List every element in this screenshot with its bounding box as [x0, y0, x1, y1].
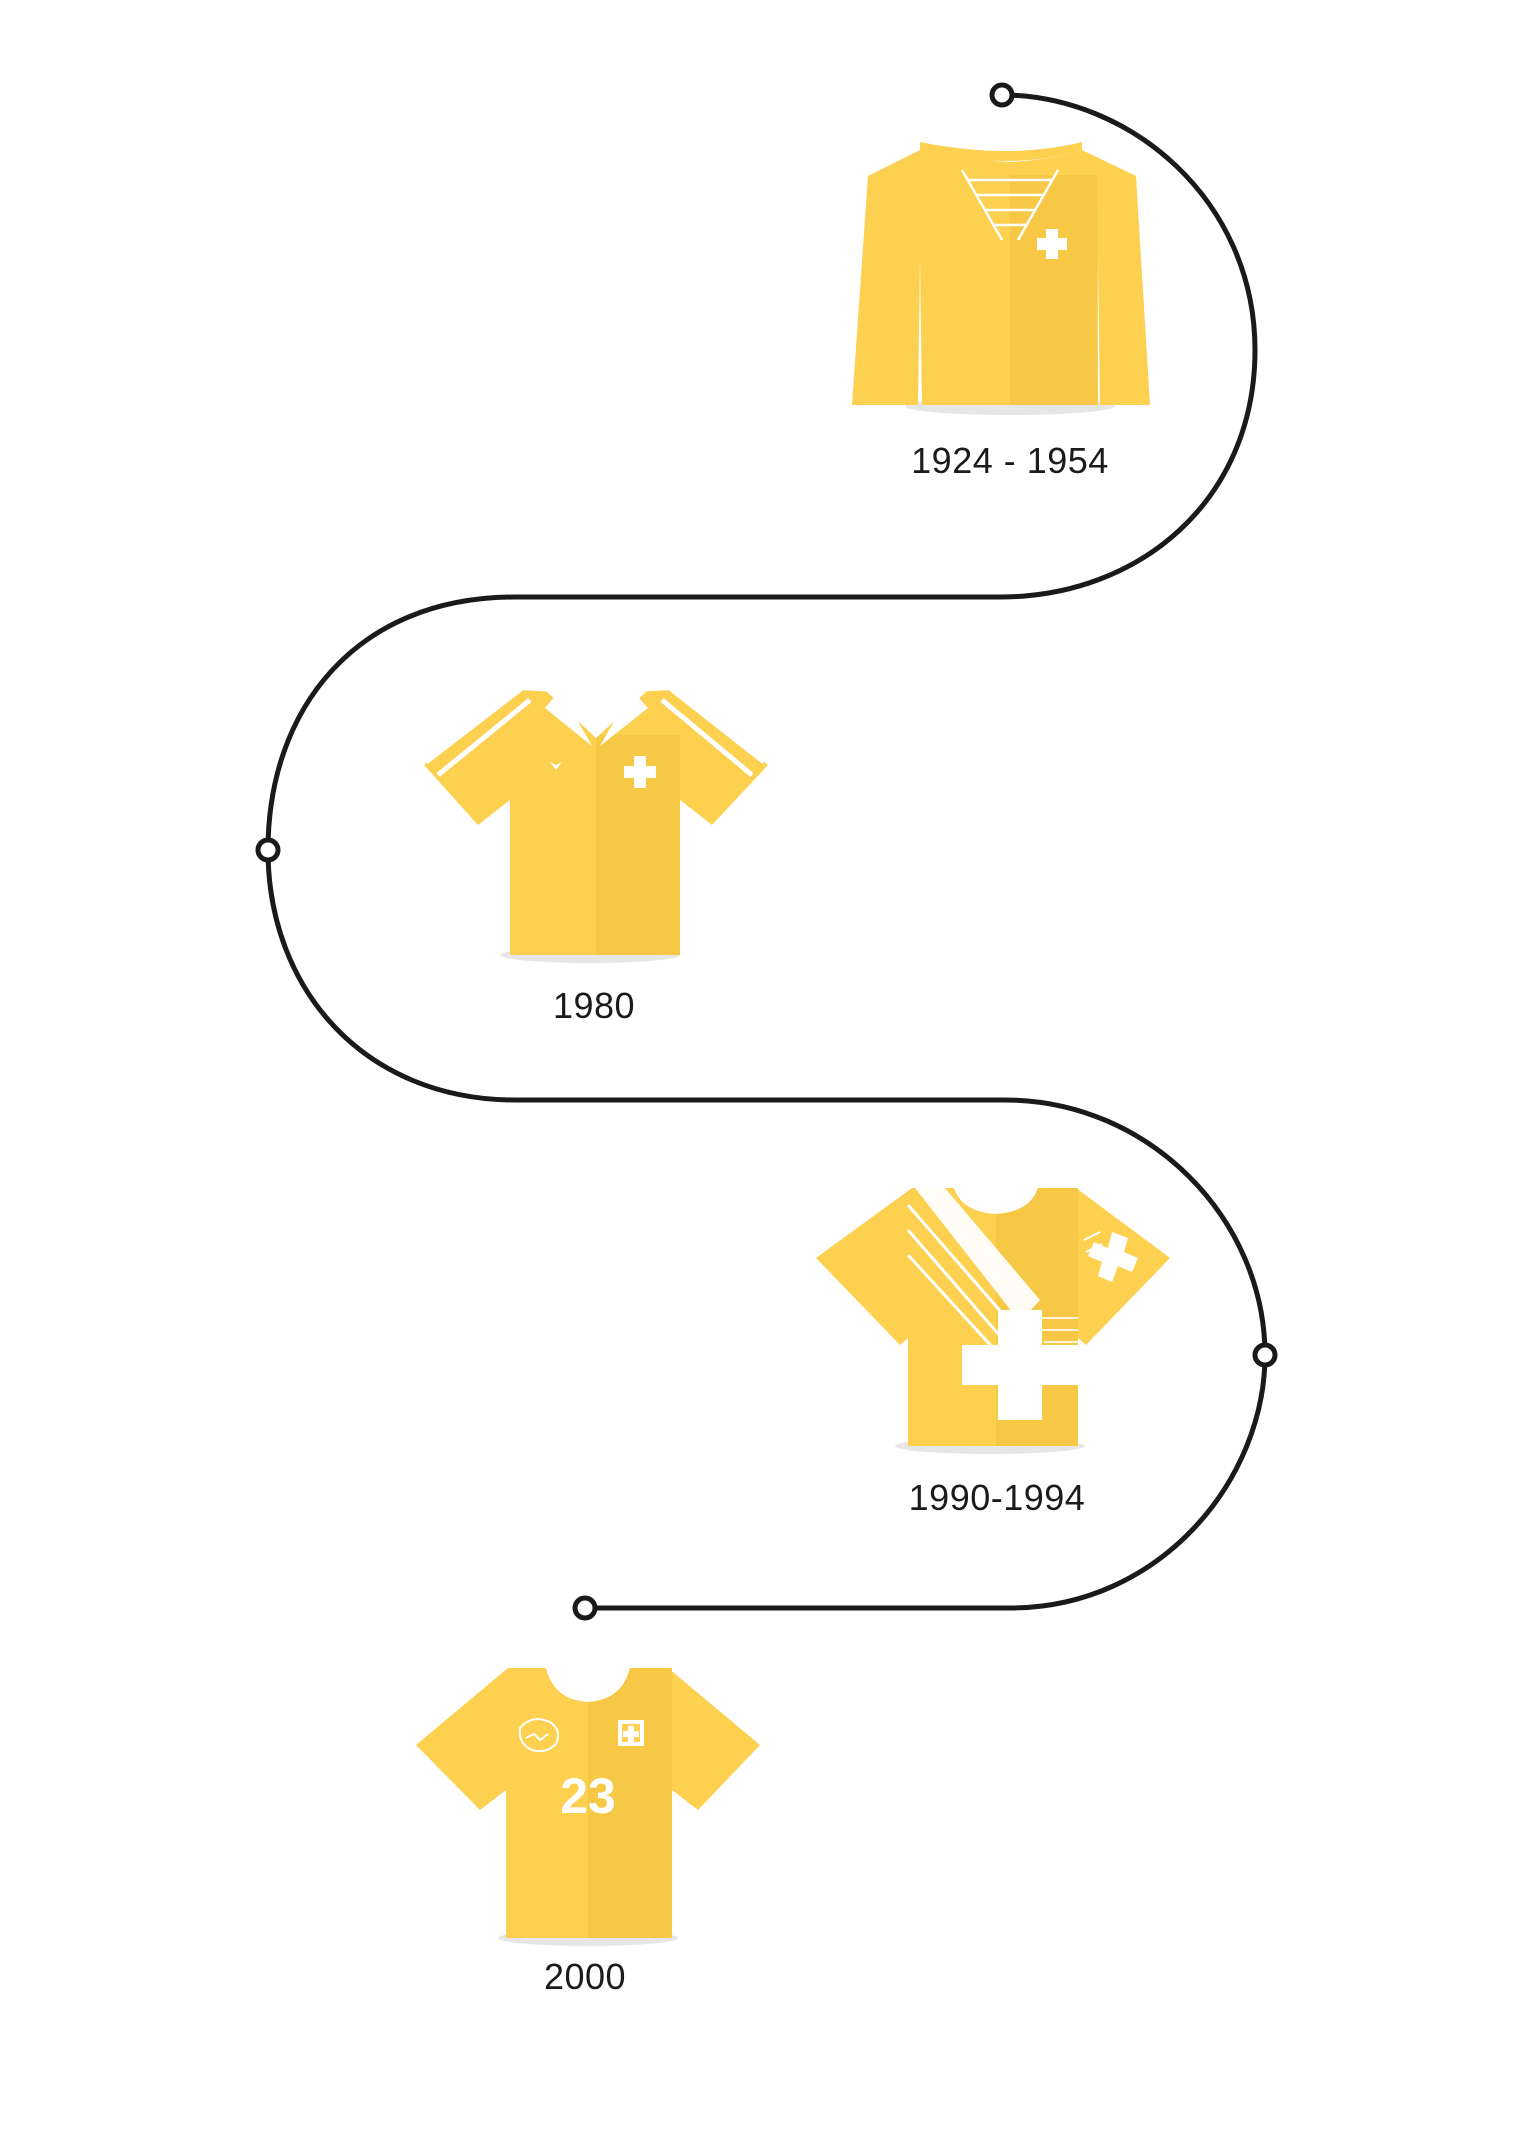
year-label-1980: 1980 — [552, 985, 636, 1026]
timeline-node-start — [989, 82, 1015, 108]
long-sleeve-laced-jersey-icon — [852, 142, 1150, 415]
year-label-2000: 2000 — [543, 1956, 627, 1997]
striped-collar-jersey-icon — [424, 686, 768, 963]
year-label-1924-1954: 1924 - 1954 — [911, 440, 1109, 481]
diagonal-stripe-cross-jersey-icon — [816, 1188, 1170, 1454]
number-23-jersey-icon: 23 — [416, 1668, 760, 1946]
timeline-node-end — [572, 1595, 598, 1621]
timeline-node-1990 — [1252, 1342, 1278, 1368]
timeline-node-1980 — [255, 837, 281, 863]
year-label-1990-1994: 1990-1994 — [908, 1477, 1086, 1518]
jersey-number: 23 — [560, 1768, 616, 1824]
